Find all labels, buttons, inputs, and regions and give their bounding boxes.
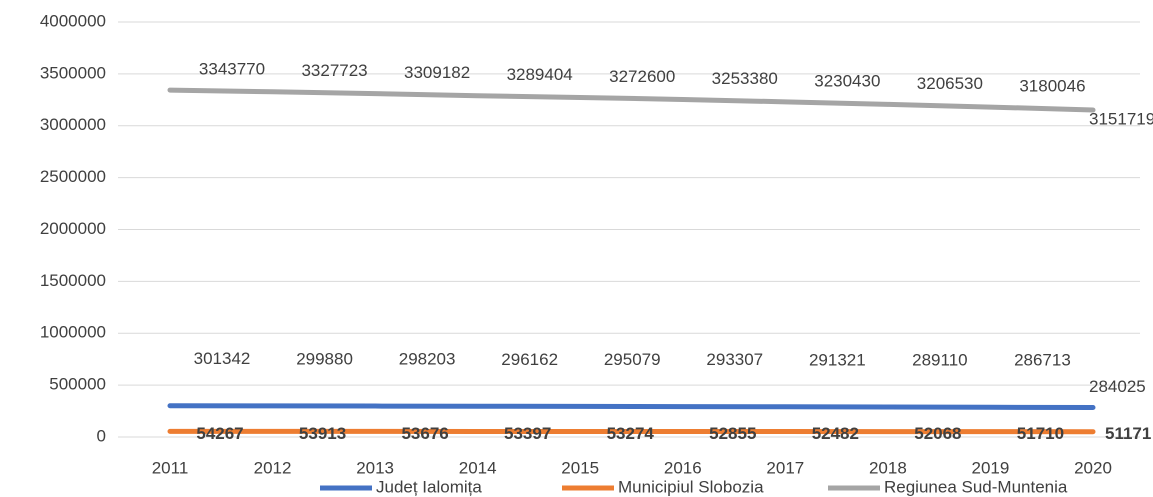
data-label: 299880: [296, 349, 353, 368]
data-label: 52482: [812, 424, 859, 443]
x-tick-label: 2014: [459, 458, 497, 477]
data-label: 289110: [912, 350, 967, 369]
data-label: 3272600: [609, 67, 675, 86]
x-tick-label: 2018: [869, 458, 907, 477]
data-label: 301342: [194, 349, 251, 368]
y-tick-label: 1000000: [40, 323, 106, 342]
data-label: 291321: [809, 350, 866, 369]
data-label: 3230430: [814, 71, 880, 90]
legend-label: Regiunea Sud-Muntenia: [884, 477, 1068, 496]
data-label: 286713: [1014, 351, 1071, 370]
x-tick-label: 2015: [561, 458, 599, 477]
data-label: 293307: [706, 350, 763, 369]
data-label: 296162: [501, 350, 558, 369]
y-tick-label: 1500000: [40, 271, 106, 290]
data-label: 3180046: [1019, 77, 1085, 96]
y-tick-label: 4000000: [40, 11, 106, 30]
data-label: 51171: [1105, 424, 1151, 443]
y-tick-label: 3000000: [40, 115, 106, 134]
x-tick-label: 2012: [254, 458, 292, 477]
x-tick-label: 2019: [972, 458, 1010, 477]
y-tick-label: 2500000: [40, 167, 106, 186]
x-tick-label: 2016: [664, 458, 702, 477]
y-tick-label: 0: [97, 426, 106, 445]
y-tick-label: 500000: [49, 375, 106, 394]
data-label: 3151719: [1089, 109, 1153, 128]
data-label: 3327723: [301, 61, 367, 80]
y-tick-label: 3500000: [40, 63, 106, 82]
x-tick-label: 2011: [152, 458, 189, 477]
x-tick-label: 2013: [356, 458, 394, 477]
legend-label: Municipiul Slobozia: [618, 477, 764, 496]
data-label: 52855: [709, 424, 756, 443]
data-label: 51710: [1017, 424, 1064, 443]
data-label: 3343770: [199, 60, 265, 79]
data-label: 52068: [914, 424, 961, 443]
data-label: 3309182: [404, 63, 470, 82]
data-label: 53913: [299, 424, 346, 443]
x-tick-label: 2017: [766, 458, 804, 477]
data-label: 3206530: [917, 74, 983, 93]
data-label: 53274: [607, 424, 655, 443]
legend-label: Județ Ialomița: [376, 477, 482, 496]
data-label: 298203: [399, 350, 456, 369]
data-label: 3289404: [507, 65, 573, 84]
series-line: [167, 87, 1096, 113]
data-label: 53397: [504, 424, 551, 443]
data-label: 295079: [604, 350, 661, 369]
data-label: 3253380: [712, 69, 778, 88]
data-label: 54267: [196, 424, 243, 443]
series-line: [167, 403, 1096, 411]
x-tick-label: 2020: [1074, 458, 1112, 477]
y-tick-label: 2000000: [40, 219, 106, 238]
data-label: 53676: [401, 424, 448, 443]
data-label: 284025: [1089, 377, 1146, 396]
